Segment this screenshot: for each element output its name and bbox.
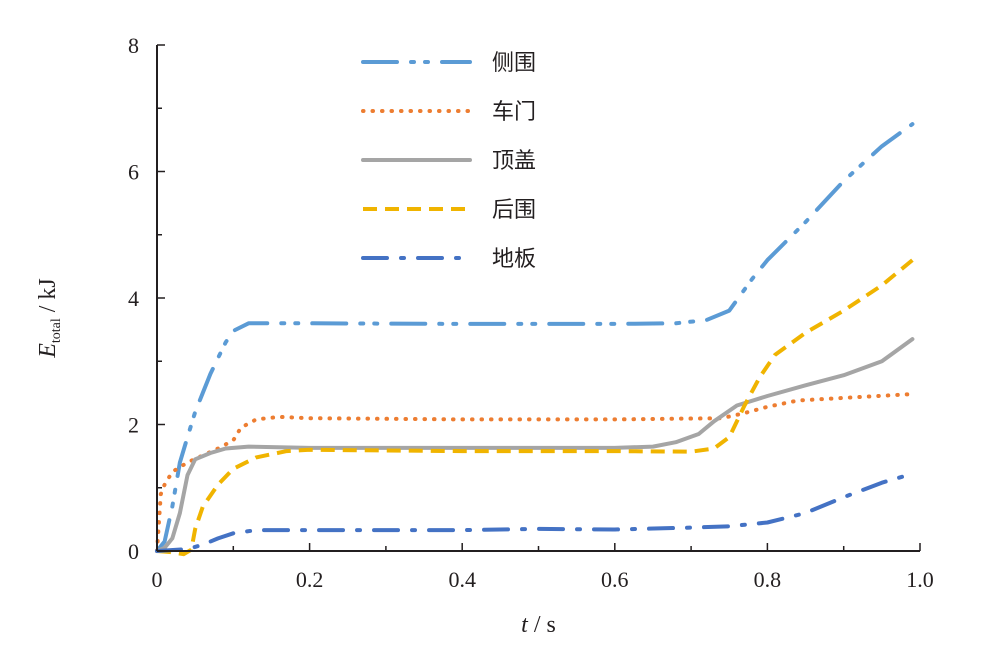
- x-tick-label: 0: [152, 567, 163, 592]
- legend-label: 侧围: [492, 51, 536, 76]
- x-axis-label: t / s: [521, 612, 556, 638]
- y-tick-label: 4: [128, 286, 139, 311]
- legend-label: 地板: [492, 247, 536, 272]
- y-axis-label-var: E: [35, 343, 61, 359]
- series-layer: [155, 122, 915, 557]
- legend-item-1: 侧围: [361, 51, 536, 76]
- y-tick-label: 8: [128, 33, 139, 58]
- legend-label: 后围: [492, 198, 536, 223]
- series-line-2: [155, 392, 915, 553]
- series-line-3: [155, 337, 915, 553]
- legend-label: 顶盖: [492, 149, 536, 174]
- x-axis-label-var: t: [521, 612, 529, 638]
- x-ticks: 0 0.2 0.4 0.6 0.8 1.0: [152, 543, 934, 592]
- y-ticks: 0 2 4 6 8: [128, 33, 165, 564]
- x-axis-label-unit: / s: [528, 612, 556, 638]
- y-tick-label: 2: [128, 413, 139, 438]
- x-tick-label: 0.8: [754, 567, 782, 592]
- series-line-1: [155, 122, 915, 553]
- x-tick-label: 0.4: [448, 567, 476, 592]
- y-axis-label-subscript: total: [49, 318, 64, 343]
- y-axis-label: Etotal / kJ: [35, 278, 64, 359]
- series-line-4: [156, 258, 914, 557]
- y-tick-label: 6: [128, 160, 139, 185]
- y-axis-label-unit: / kJ: [35, 278, 61, 318]
- x-tick-label: 1.0: [906, 567, 934, 592]
- x-tick-label: 0.6: [601, 567, 629, 592]
- plot-area: 0 0.2 0.4 0.6 0.8 1.0 0 2 4 6 8: [128, 33, 934, 592]
- legend-item-5: 地板: [361, 247, 536, 272]
- legend-label: 车门: [492, 100, 536, 125]
- legend-item-2: 车门: [361, 100, 536, 125]
- legend-item-3: 顶盖: [361, 149, 536, 174]
- legend-item-4: 后围: [363, 198, 536, 223]
- series-line-5: [155, 471, 915, 553]
- x-tick-label: 0.2: [296, 567, 324, 592]
- y-tick-label: 0: [128, 539, 139, 564]
